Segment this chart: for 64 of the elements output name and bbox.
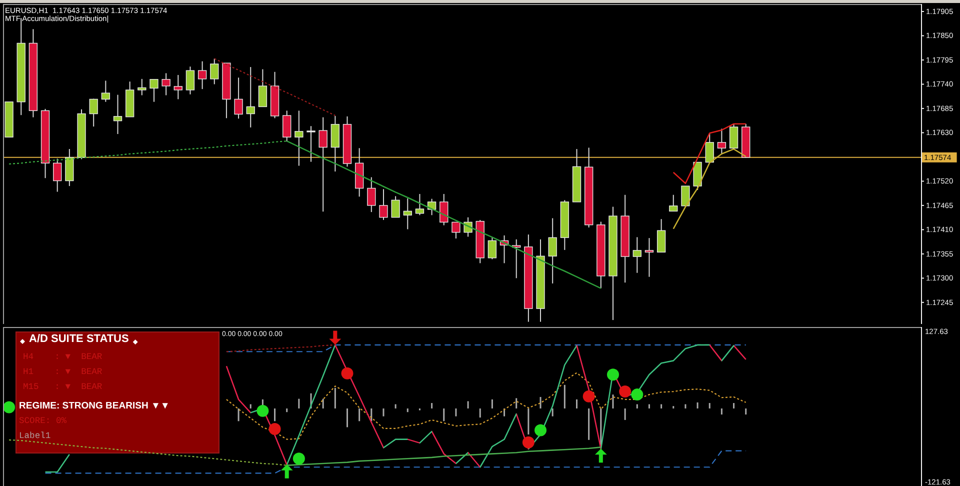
candlestick	[65, 148, 74, 187]
candlestick	[669, 194, 678, 212]
candlestick	[89, 98, 98, 128]
point	[522, 436, 534, 448]
candlestick	[258, 68, 268, 108]
annotation: SCORE: 0%	[19, 416, 68, 426]
candlestick	[656, 218, 666, 253]
point	[268, 423, 281, 436]
candlestick	[488, 236, 497, 260]
candlestick	[693, 162, 702, 191]
line-series	[672, 123, 747, 184]
point	[280, 464, 293, 478]
annotation: M15 : ▼ BEAR	[23, 382, 103, 392]
candlestick	[246, 66, 255, 128]
point	[329, 330, 342, 345]
line-series	[214, 58, 336, 116]
point	[534, 424, 547, 436]
candlestick	[186, 66, 195, 95]
candlestick	[162, 72, 170, 96]
candlestick	[681, 186, 690, 208]
line-series	[226, 372, 746, 440]
point	[631, 388, 644, 401]
candlestick	[113, 94, 122, 135]
candlestick	[198, 60, 207, 90]
annotation: H1 : ▼ BEAR	[23, 367, 103, 377]
point	[341, 367, 354, 380]
annotation: H4 : ▼ BEAR	[23, 352, 103, 362]
candlestick	[53, 158, 62, 192]
candlestick	[548, 218, 557, 284]
annotation: REGIME: STRONG BEARISH ▼▼	[19, 400, 170, 412]
candlestick	[150, 78, 158, 102]
candlestick	[282, 110, 292, 142]
candlestick	[318, 116, 328, 212]
candlestick	[294, 110, 304, 166]
candlestick	[717, 128, 726, 154]
candlestick	[415, 193, 424, 216]
candlestick	[403, 198, 412, 230]
candlestick	[330, 115, 340, 172]
annotation: Label1	[19, 431, 51, 441]
point	[4, 401, 16, 414]
candlestick	[391, 196, 400, 218]
candlestick	[452, 222, 460, 239]
candlestick	[379, 188, 388, 220]
candlestick	[138, 78, 146, 96]
point	[582, 390, 595, 402]
point	[606, 368, 619, 381]
candlestick	[101, 80, 110, 102]
point	[594, 448, 607, 463]
line-series	[8, 140, 288, 165]
candlestick	[440, 193, 448, 226]
candlestick	[705, 132, 714, 163]
annotation: A/D SUITE STATUS	[29, 333, 129, 345]
candlestick	[729, 123, 738, 149]
point	[292, 452, 305, 465]
candlestick	[174, 74, 182, 100]
candlestick	[367, 176, 376, 213]
candlestick	[632, 236, 642, 274]
candlestick	[210, 58, 219, 85]
candlestick	[234, 77, 243, 120]
candlestick	[306, 126, 316, 162]
point	[256, 404, 269, 417]
point	[619, 386, 632, 398]
candlestick	[644, 238, 654, 278]
line-series	[286, 140, 602, 289]
